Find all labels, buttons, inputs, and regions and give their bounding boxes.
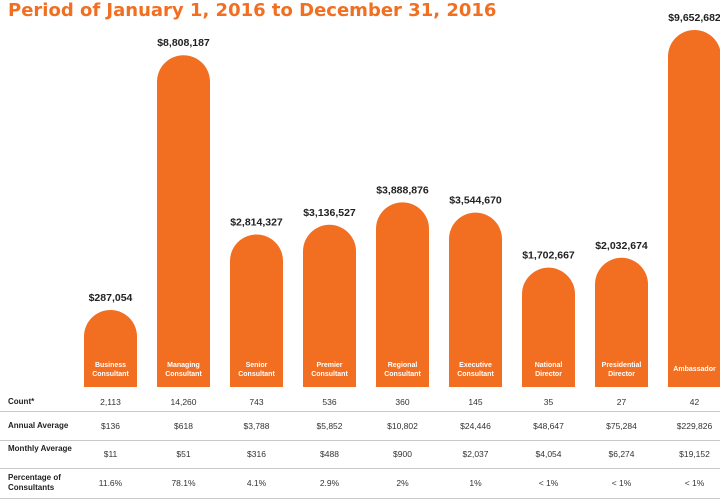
table-cell: 35 [543, 396, 554, 407]
bar-category-label: Ambassador [673, 366, 716, 373]
bar-value-label: $3,136,527 [303, 207, 356, 219]
table-cell: $75,284 [606, 420, 637, 431]
table-cell: $19,152 [679, 449, 710, 459]
table-cell: 2,113 [100, 396, 121, 407]
bar-category-label: Presidential Director [602, 362, 642, 378]
bar-value-label: $9,652,682 [668, 12, 720, 24]
bar-value-label: $2,814,327 [230, 216, 283, 228]
table-cell: 78.1% [171, 478, 196, 488]
table-row-label: Monthly Average [8, 444, 72, 453]
bar-value-label: $8,808,187 [157, 37, 210, 49]
bar-category-label: National Director [535, 362, 563, 378]
bar [230, 234, 283, 387]
table-cell: < 1% [611, 478, 632, 488]
table-cell: $5,852 [316, 420, 343, 431]
table-cell: 14,260 [170, 396, 197, 407]
table-cell: $618 [174, 420, 193, 431]
table-cell: 145 [468, 396, 483, 407]
table-cell: $3,788 [243, 420, 270, 431]
table-cell: $900 [393, 449, 412, 459]
bar-value-label: $3,888,876 [376, 184, 429, 196]
bar [84, 310, 137, 387]
table-cell: $488 [320, 449, 339, 459]
table-cell: $10,802 [387, 420, 418, 431]
bar [157, 55, 210, 387]
table-cell: 743 [249, 396, 264, 407]
bar-category-label: Regional Consultant [384, 362, 421, 378]
table-cell: < 1% [684, 478, 705, 488]
table-cell: $229,826 [676, 420, 713, 431]
table-row-label: Percentage of Consultants [8, 473, 61, 492]
table-row-label: Annual Average [8, 420, 69, 430]
bar-category-label: Senior Consultant [238, 362, 275, 378]
bar-value-label: $2,032,674 [595, 240, 648, 252]
table-cell: 2% [396, 478, 409, 488]
table-cell: 2.9% [319, 478, 340, 488]
table-cell: $4,054 [535, 449, 562, 459]
table-cell: $11 [103, 449, 118, 459]
table-divider [0, 468, 720, 469]
bar-category-label: Managing Consultant [165, 362, 202, 378]
table-cell: 27 [616, 396, 627, 407]
bar-value-label: $1,702,667 [522, 250, 575, 262]
table-cell: $2,037 [462, 449, 489, 459]
table-cell: < 1% [538, 478, 559, 488]
bar-value-label: $3,544,670 [449, 195, 502, 207]
table-cell: $24,446 [460, 420, 491, 431]
table-cell: $316 [247, 449, 266, 459]
table-cell: 536 [322, 396, 337, 407]
bar [376, 202, 429, 387]
bar [595, 257, 648, 387]
bar [668, 30, 720, 387]
table-cell: 1% [469, 478, 482, 488]
bar-category-label: Business Consultant [92, 362, 129, 378]
bar-category-label: Premier Consultant [311, 362, 348, 378]
table-divider [0, 498, 720, 499]
page-title: Period of January 1, 2016 to December 31… [8, 0, 497, 21]
bar [449, 212, 502, 387]
bar [303, 224, 356, 387]
table-cell: 11.6% [98, 478, 123, 488]
table-cell: $136 [101, 420, 120, 431]
table-cell: $6,274 [608, 449, 635, 459]
table-cell: $48,647 [533, 420, 564, 431]
bar-category-label: Executive Consultant [457, 362, 494, 378]
table-divider [0, 440, 720, 441]
bar-value-label: $287,054 [89, 292, 133, 304]
table-cell: 360 [395, 396, 410, 407]
bar [522, 267, 575, 387]
table-cell: $51 [176, 449, 191, 459]
table-cell: 4.1% [246, 478, 267, 488]
table-cell: 42 [689, 396, 700, 407]
table-divider [0, 411, 720, 412]
table-row-label: Count* [8, 396, 35, 406]
bar-chart: $287,054 Business Consultant $8,808,187 Mana… [84, 12, 720, 387]
